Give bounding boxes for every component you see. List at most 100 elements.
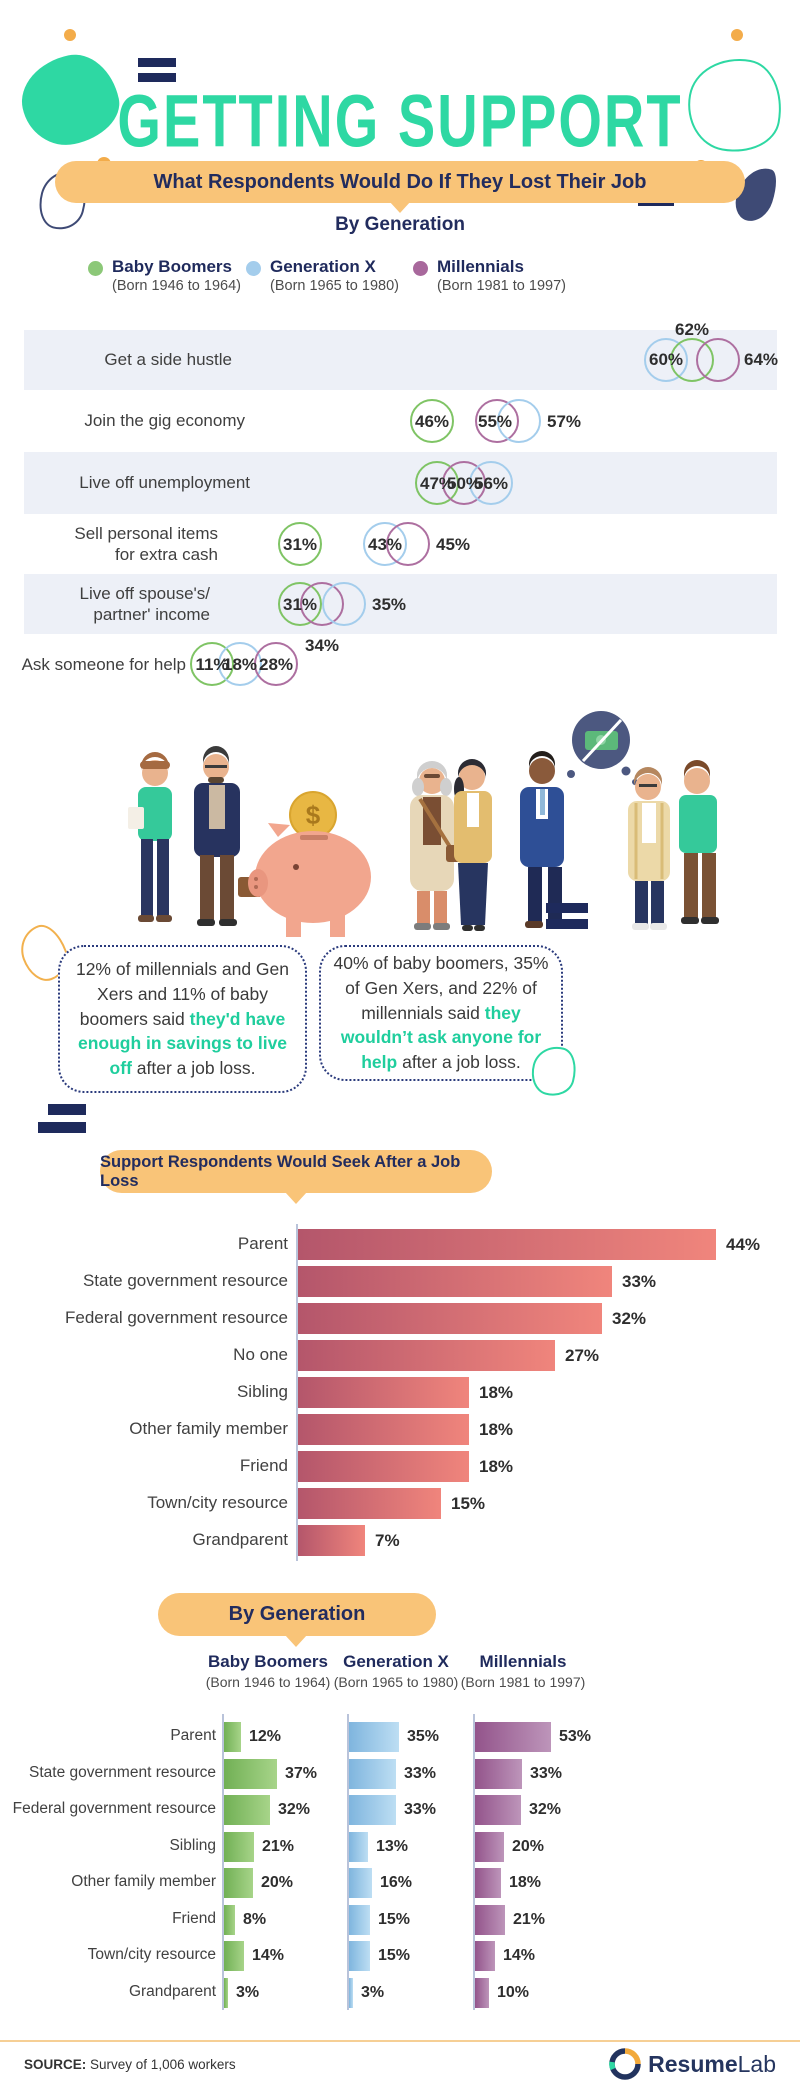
bar (349, 1832, 368, 1862)
gen-bar-row-genx: 33% (349, 1759, 436, 1789)
bar (224, 1941, 244, 1971)
illustration-woman-teal (128, 752, 172, 922)
bar (475, 1832, 504, 1862)
venn-row-label: Live off unemployment (79, 473, 250, 492)
chart1-bar-row: 18% (298, 1414, 513, 1445)
bar (349, 1978, 353, 2008)
legend-item-baby-boomers: Baby Boomers (Born 1946 to 1964) (88, 257, 241, 295)
chart1-bar-row: 32% (298, 1303, 646, 1334)
venn-value-millennials: 55% (477, 412, 513, 431)
page-title-text: GETTING SUPPORT (117, 79, 683, 163)
venn-row-label: Get a side hustle (104, 350, 232, 369)
bar (224, 1868, 253, 1898)
source-note: SOURCE: Survey of 1,006 workers (24, 2057, 236, 2072)
bar (475, 1941, 495, 1971)
venn-row-label: Live off spouse's/partner' income (79, 584, 210, 624)
gen-bar-row-boomers: 12% (224, 1722, 281, 1752)
legend-dot-green (88, 261, 103, 276)
venn-row-label: Ask someone for help (21, 655, 186, 674)
venn-circle-genx (322, 582, 366, 626)
bar (224, 1832, 254, 1862)
brand-lab: Lab (737, 2050, 776, 2077)
decor-equals-icon (138, 58, 176, 88)
venn-value-boomers: 62% (674, 320, 710, 339)
gen-row-label: Grandparent (128, 1983, 216, 2000)
gen-row-label: Federal government resource (12, 1800, 216, 1817)
venn-value-millennials: 64% (744, 350, 779, 369)
venn-row-label: Sell personal items for extra cash (74, 524, 218, 564)
decor-equals-icon (38, 1122, 86, 1139)
gen-bar-row-millennials: 53% (475, 1722, 591, 1752)
gen-bar-row-millennials: 20% (475, 1832, 544, 1862)
venn-value-genx: 35% (372, 595, 407, 614)
callout-no-help: 40% of baby boomers, 35% of Gen Xers, an… (319, 945, 563, 1081)
venn-circle-millennials (386, 522, 430, 566)
venn-circle-millennials (254, 642, 298, 686)
gen-bar-row-millennials: 10% (475, 1978, 529, 2008)
footer-divider (0, 2040, 800, 2042)
legend-name: Generation X (270, 257, 376, 276)
bar (349, 1868, 372, 1898)
gen-axis-boomers (222, 1714, 224, 2010)
gen-bar-row-boomers: 14% (224, 1941, 284, 1971)
legend-dot-purple (413, 261, 428, 276)
venn-value-genx: 60% (648, 350, 684, 369)
gen-column-header-boomers: Baby Boomers (Born 1946 to 1964) (205, 1652, 331, 1690)
venn-value-millennials: 45% (436, 535, 471, 554)
gen-bar-row-boomers: 37% (224, 1759, 317, 1789)
bar (298, 1525, 365, 1556)
venn-value-millennials: 28% (258, 655, 294, 674)
bar-value: 7% (375, 1530, 400, 1550)
decor-dot (731, 29, 743, 41)
bar (475, 1868, 501, 1898)
bar (298, 1266, 612, 1297)
bar (224, 1905, 235, 1935)
gen-bar-row-boomers: 8% (224, 1905, 266, 1935)
gen-bar-row-genx: 13% (349, 1832, 408, 1862)
venn-value-boomers: 31% (282, 535, 318, 554)
gen-bar-row-boomers: 21% (224, 1832, 294, 1862)
section1-title-pill: What Respondents Would Do If They Lost T… (55, 161, 745, 203)
bar (298, 1229, 716, 1260)
gen-bar-row-genx: 35% (349, 1722, 439, 1752)
svg-text:$: $ (306, 800, 321, 830)
brand-resume: Resume (648, 2050, 738, 2077)
gen-row-label: Friend (172, 1910, 216, 1927)
callout-savings: 12% of millennials and Gen Xers and 11% … (58, 945, 307, 1093)
people-piggybank-illustration: $ (128, 711, 719, 937)
bar (349, 1759, 396, 1789)
resumelab-logo-icon (609, 2048, 641, 2080)
chart1-bar-row: 7% (298, 1525, 400, 1556)
venn-circle-boomers (410, 399, 454, 443)
callout-no-help-text: 40% of baby boomers, 35% of Gen Xers, an… (333, 952, 549, 1073)
illustration-older-woman (410, 761, 468, 930)
gen-column-header-genx: Generation X (Born 1965 to 1980) (333, 1652, 459, 1690)
bar (349, 1722, 399, 1752)
pill-pointer (285, 1635, 307, 1647)
venn-value-millennials: 50% (446, 474, 482, 493)
gen-row-label: Other family member (71, 1873, 216, 1890)
bar (298, 1488, 441, 1519)
section3-title-pill: By Generation (158, 1593, 436, 1636)
gen-bar-row-genx: 16% (349, 1868, 412, 1898)
gen-bar-row-genx: 33% (349, 1795, 436, 1825)
venn-value-genx: 18% (222, 655, 258, 674)
gen-row-label: Parent (170, 1727, 216, 1744)
chart1-axis (296, 1224, 298, 1561)
no-money-thought-bubble-icon (567, 711, 638, 785)
decor-dot (64, 29, 76, 41)
bar (224, 1759, 277, 1789)
gen-row-label: Town/city resource (87, 1946, 216, 1963)
gen-bar-row-genx: 3% (349, 1978, 384, 2008)
illustration-man-blue-suit (520, 751, 565, 928)
venn-circle-boomers (278, 522, 322, 566)
chart1-bar-row: 18% (298, 1451, 513, 1482)
source-label: SOURCE: (24, 2057, 87, 2072)
section2-title-text: Support Respondents Would Seek After a J… (100, 1152, 461, 1190)
gen-row-label: Sibling (169, 1837, 216, 1854)
illustration-older-woman-glasses (628, 767, 670, 930)
venn-value-genx: 43% (367, 535, 403, 554)
bar (298, 1414, 469, 1445)
bar-value: 18% (479, 1419, 514, 1439)
